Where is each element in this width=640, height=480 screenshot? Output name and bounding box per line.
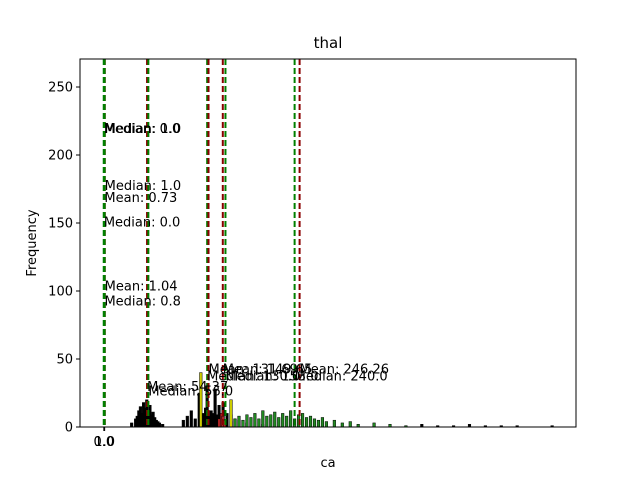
- bar: [229, 399, 233, 428]
- annotation: Mean: 246.26: [300, 363, 389, 378]
- y-tick-label: 200: [48, 149, 73, 164]
- plot-frame: [79, 58, 577, 428]
- bar: [301, 413, 305, 428]
- bar: [193, 418, 197, 428]
- annotation: Mean: 54.37: [147, 380, 228, 395]
- bar: [269, 414, 273, 428]
- bar: [185, 415, 189, 428]
- bar: [285, 415, 289, 428]
- annotation: Mean: 149.65: [223, 363, 312, 378]
- annotation: Median: 0.0: [104, 122, 180, 137]
- bar: [324, 421, 328, 428]
- annotation: Median: 0.0: [104, 216, 180, 231]
- bar: [340, 422, 344, 428]
- annotation: Median: 240.0: [295, 369, 388, 384]
- bar: [265, 415, 269, 428]
- bar: [277, 417, 281, 428]
- bar: [372, 422, 376, 428]
- bar: [237, 415, 241, 428]
- y-tick-label: 250: [48, 81, 73, 96]
- bar: [273, 411, 277, 428]
- bar: [233, 418, 237, 428]
- annotation: Median: 153.0: [225, 369, 318, 384]
- x-tick-label: 0.0: [94, 435, 115, 450]
- bar: [130, 422, 134, 428]
- bar: [312, 418, 317, 428]
- y-axis-label: Frequency: [25, 209, 40, 276]
- annotation: Median: 56.0: [148, 384, 233, 399]
- bar: [245, 414, 249, 428]
- bar: [348, 421, 352, 428]
- bar: [320, 417, 324, 428]
- bar: [189, 410, 193, 428]
- annotation: Median: 1.0: [105, 179, 181, 194]
- bar: [241, 419, 245, 428]
- bar: [281, 413, 285, 428]
- annotation: Median: 0.8: [104, 295, 180, 310]
- annotation: Median: 130.0: [207, 369, 300, 384]
- y-tick-label: 100: [48, 285, 73, 300]
- bar: [308, 415, 313, 428]
- y-tick-label: 50: [56, 353, 73, 368]
- annotation: Mean: 0.73: [104, 191, 177, 206]
- bar: [157, 422, 162, 428]
- annotation: Mean: 131.69: [209, 363, 298, 378]
- bar: [332, 419, 336, 428]
- bar: [181, 419, 185, 428]
- chart-title: thal: [314, 34, 343, 52]
- annotation: Mean: 1.04: [105, 280, 178, 295]
- bar: [249, 417, 253, 428]
- bar: [261, 410, 265, 428]
- y-tick-label: 150: [48, 217, 73, 232]
- bar: [316, 419, 321, 428]
- bar: [257, 418, 261, 428]
- x-tick-label: 1.0: [94, 435, 115, 450]
- x-axis-label: ca: [320, 456, 335, 471]
- bar: [289, 410, 293, 428]
- y-tick-label: 0: [65, 421, 73, 436]
- annotation: Median: 1.0: [105, 122, 181, 137]
- bar: [253, 413, 257, 428]
- bar: [304, 417, 309, 428]
